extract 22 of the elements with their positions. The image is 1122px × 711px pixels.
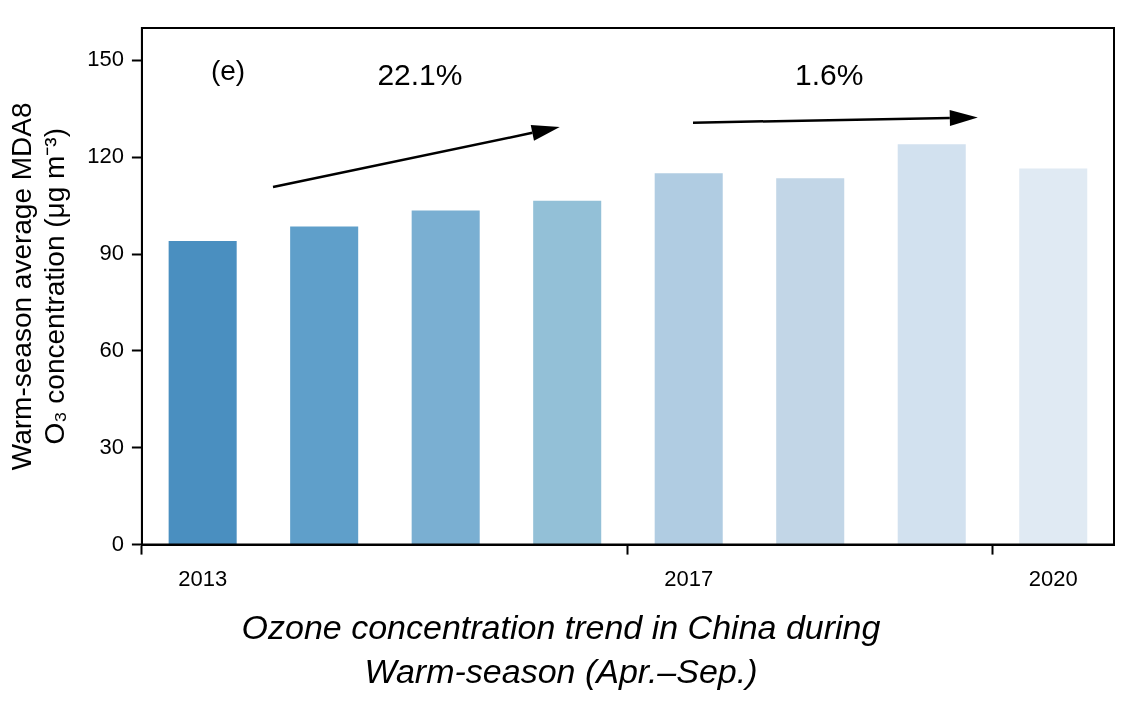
bar (776, 178, 845, 545)
annotation: 22.1% (377, 58, 463, 92)
annotation: (e) (210, 54, 246, 86)
y-tick-label: 120 (87, 143, 124, 169)
x-tick-label: 2013 (178, 565, 228, 591)
x-axis-title: Ozone concentration trend in China during Warm-season (Apr.–Sep.) (240, 607, 882, 692)
y-tick-label: 30 (99, 433, 124, 459)
bar (1019, 168, 1088, 545)
y-tick-label: 150 (87, 46, 124, 72)
y-axis-title: Warm-season average MDA8 O₃ concentration (μg m⁻³) (5, 102, 71, 471)
y-tick-label: 90 (99, 240, 124, 266)
bar (411, 210, 480, 545)
y-tick-label: 0 (111, 530, 124, 556)
bar (290, 226, 359, 545)
bar (897, 144, 966, 545)
x-tick-label: 2017 (664, 565, 714, 591)
annotation: 1.6% (794, 58, 864, 92)
bar (533, 200, 602, 545)
bar (654, 173, 723, 545)
bar (168, 241, 237, 545)
x-tick-label: 2020 (1028, 565, 1078, 591)
y-tick-label: 60 (99, 336, 124, 362)
